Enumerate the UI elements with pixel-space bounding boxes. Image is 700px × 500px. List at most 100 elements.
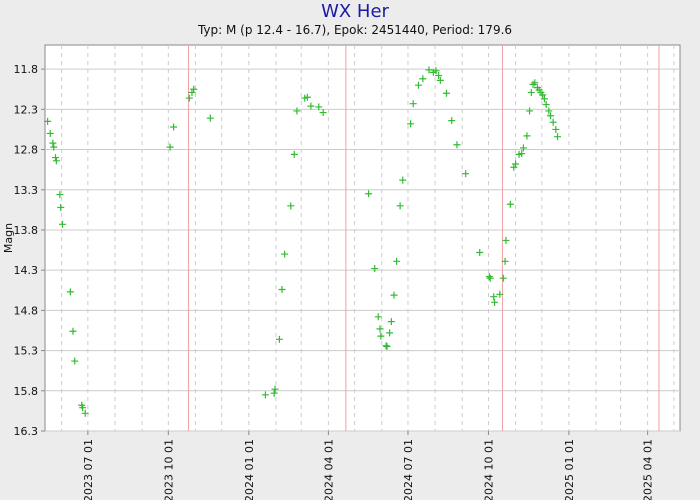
data-point: [542, 101, 550, 109]
data-point: [554, 133, 562, 141]
data-point: [549, 118, 557, 126]
data-point: [190, 85, 198, 93]
y-tick-label: 15.3: [14, 345, 39, 358]
data-point: [383, 343, 391, 351]
data-point: [374, 313, 382, 321]
data-point: [523, 132, 531, 140]
data-point: [166, 143, 174, 151]
data-point: [448, 117, 456, 125]
data-point: [290, 150, 298, 158]
data-point: [79, 404, 87, 412]
data-point: [81, 409, 89, 417]
data-point: [50, 143, 58, 151]
x-tick-label: 2025 01 01: [563, 439, 576, 500]
data-point: [271, 385, 279, 393]
x-tick-label: 2023 10 01: [162, 439, 175, 500]
data-point: [436, 76, 444, 84]
grid: [45, 45, 680, 432]
y-axis-label: Magn: [2, 223, 15, 253]
chart-title: WX Her: [321, 1, 389, 22]
data-point: [185, 94, 193, 102]
data-point: [365, 190, 373, 198]
data-point: [396, 202, 404, 210]
x-tick-label: 2024 01 01: [243, 439, 256, 500]
data-point: [315, 103, 323, 111]
x-tick-label: 2025 04 01: [642, 439, 655, 500]
data-point: [293, 107, 301, 115]
data-point: [519, 144, 527, 152]
x-tick-label: 2024 10 01: [482, 439, 495, 500]
data-point: [386, 329, 394, 337]
data-point: [432, 67, 440, 75]
y-tick-label: 11.8: [14, 63, 39, 76]
data-point: [399, 176, 407, 184]
data-point: [462, 170, 470, 178]
plot-area: [44, 44, 681, 432]
x-tick-label: 2024 07 01: [402, 439, 415, 500]
data-point: [531, 79, 539, 87]
data-point: [270, 389, 278, 397]
y-tick-label: 16.3: [14, 425, 39, 438]
data-point: [303, 93, 311, 101]
data-point: [57, 203, 65, 211]
data-point: [44, 117, 52, 125]
data-point: [499, 274, 507, 282]
y-tick-label: 13.3: [14, 184, 39, 197]
data-point: [387, 318, 395, 326]
data-point: [281, 250, 289, 258]
data-point: [58, 220, 66, 228]
data-point: [261, 391, 269, 399]
y-tick-label: 12.8: [14, 144, 39, 157]
y-tick-label: 14.8: [14, 304, 39, 317]
data-point: [435, 72, 443, 80]
data-point: [512, 160, 520, 168]
data-point: [409, 100, 417, 108]
y-tick-label: 15.8: [14, 385, 39, 398]
data-point: [496, 290, 504, 298]
data-point: [371, 265, 379, 273]
data-point: [307, 102, 315, 110]
data-point: [490, 293, 498, 301]
data-point: [539, 91, 547, 99]
data-point: [71, 357, 79, 365]
data-point: [485, 273, 493, 281]
data-point: [66, 288, 74, 296]
data-point: [52, 157, 60, 165]
data-point: [442, 89, 450, 97]
data-points: [44, 66, 562, 417]
data-point: [170, 123, 178, 131]
data-point: [501, 257, 509, 265]
data-point: [552, 125, 560, 133]
data-point: [382, 342, 390, 350]
data-point: [540, 95, 548, 103]
data-point: [393, 257, 401, 265]
x-axis: 2023 07 01 2023 10 01 2024 01 01 2024 04 01…: [82, 431, 655, 500]
y-tick-label: 14.3: [14, 264, 39, 277]
data-point: [390, 291, 398, 299]
data-point: [518, 150, 526, 158]
data-point: [56, 191, 64, 199]
data-point: [287, 202, 295, 210]
y-axis: 11.8 12.3 12.8 13.3 13.8 14.3 14.8 15.3 15.8 16.3: [14, 63, 45, 438]
data-point: [51, 154, 59, 162]
data-point: [377, 332, 385, 340]
data-point: [453, 141, 461, 149]
data-point: [491, 298, 499, 306]
data-point: [526, 107, 534, 115]
data-point: [206, 114, 214, 122]
data-point: [527, 88, 535, 96]
data-point: [46, 129, 54, 137]
data-point: [49, 139, 57, 147]
data-point: [275, 335, 283, 343]
data-point: [545, 107, 553, 115]
data-point: [376, 325, 384, 333]
data-point: [414, 81, 422, 89]
data-point: [547, 112, 555, 120]
data-point: [425, 66, 433, 74]
data-point: [419, 75, 427, 83]
data-point: [506, 200, 514, 208]
chart-subtitle: Typ: M (p 12.4 - 16.7), Epok: 2451440, P…: [197, 23, 512, 37]
data-point: [502, 236, 510, 244]
data-point: [476, 248, 484, 256]
